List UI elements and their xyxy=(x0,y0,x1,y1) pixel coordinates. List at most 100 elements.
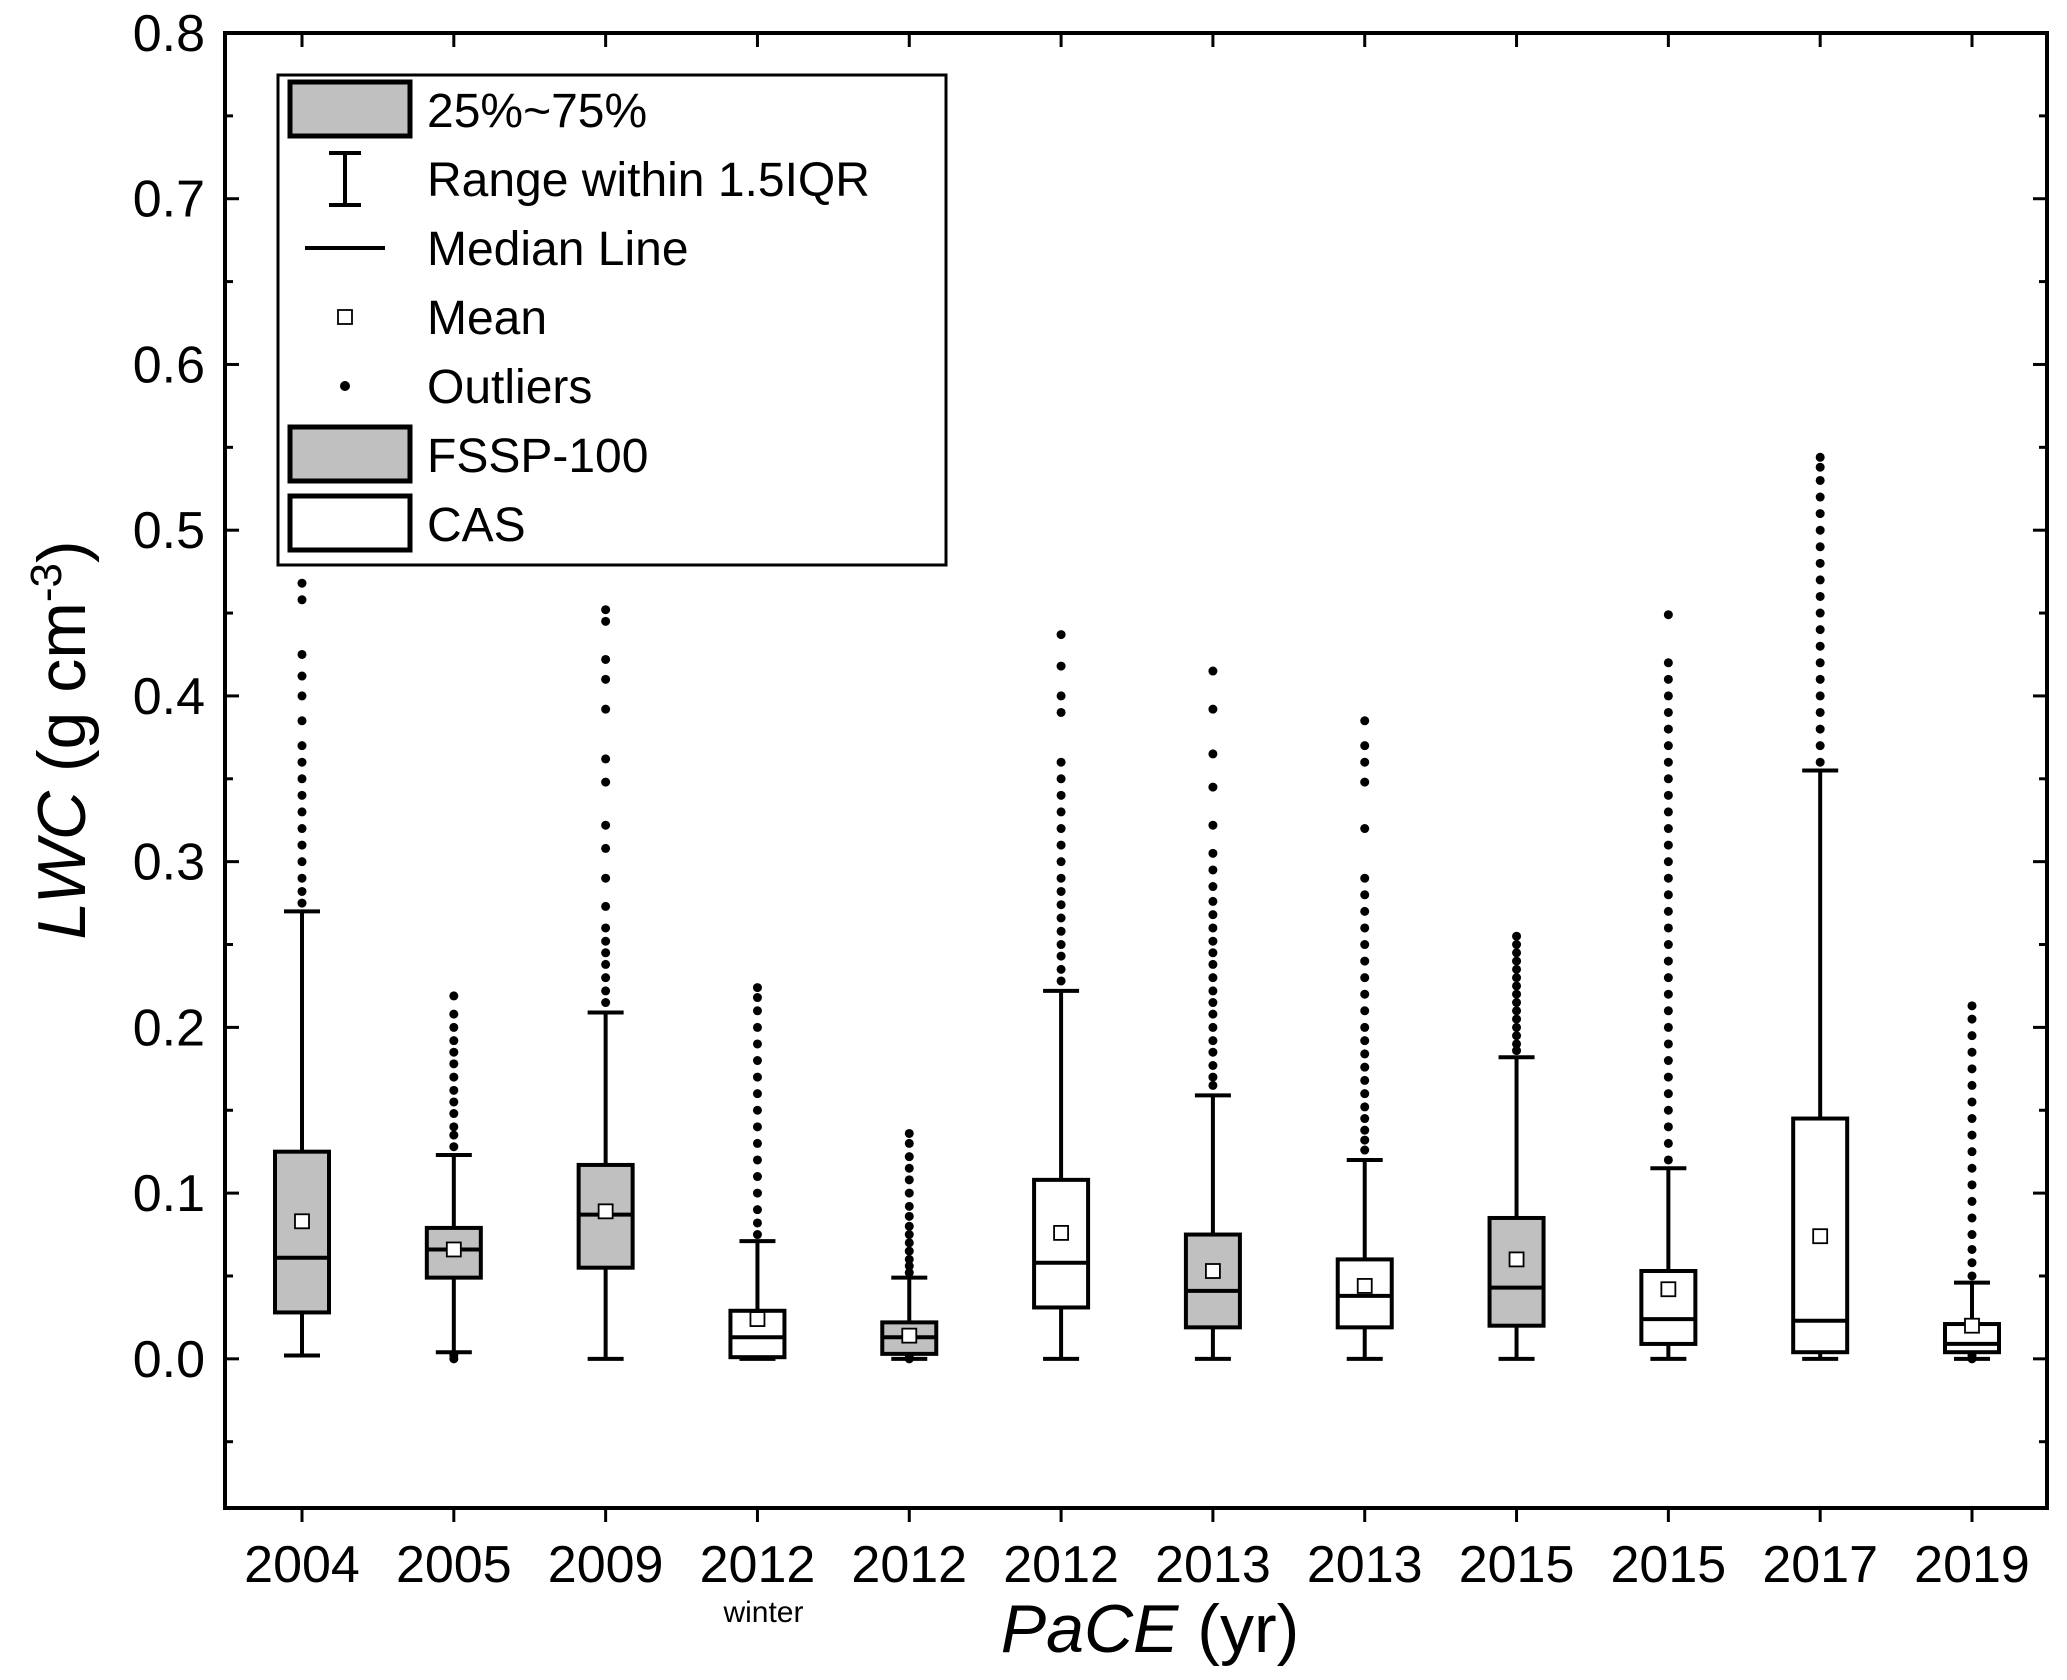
y-tick-label: 0.1 xyxy=(133,1165,205,1223)
outlier-point xyxy=(904,1246,914,1256)
x-tick-label: 2012 xyxy=(851,1536,967,1594)
mean-marker xyxy=(597,1203,614,1220)
outlier-point xyxy=(1967,1080,1977,1090)
outlier-point xyxy=(752,983,762,993)
outlier-point xyxy=(1663,1089,1673,1099)
outlier-point xyxy=(1208,948,1218,958)
outlier-point xyxy=(1663,923,1673,933)
outlier-point xyxy=(752,1006,762,1016)
outlier-point xyxy=(1360,1102,1370,1112)
x-axis-title-italic: PaCE xyxy=(1001,1591,1179,1667)
outlier-point xyxy=(601,923,611,933)
outlier-point xyxy=(601,777,611,787)
y-axis-title-close: ) xyxy=(24,540,100,563)
x-tick-sublabel: winter xyxy=(722,1596,803,1629)
outlier-point xyxy=(297,790,307,800)
outlier-point xyxy=(1967,1047,1977,1057)
outlier-point xyxy=(449,1097,459,1107)
outlier-point xyxy=(1815,707,1825,717)
outlier-point xyxy=(1208,1047,1218,1057)
outlier-point xyxy=(1056,824,1066,834)
outlier-point xyxy=(1512,964,1522,974)
outlier-point xyxy=(904,1268,914,1278)
outlier-point xyxy=(1360,956,1370,966)
outlier-point xyxy=(1360,824,1370,834)
outlier-point xyxy=(449,1130,459,1140)
outlier-point xyxy=(1967,1147,1977,1157)
box-group-4 xyxy=(880,1275,939,1361)
legend-label: Range within 1.5IQR xyxy=(427,154,870,207)
outlier-point xyxy=(904,1152,914,1162)
legend-swatch-mean xyxy=(337,309,353,325)
legend-swatch-box xyxy=(287,79,413,139)
outlier-point xyxy=(752,1072,762,1082)
outlier-point xyxy=(449,1085,459,1095)
outlier-point xyxy=(1663,857,1673,867)
outlier-point xyxy=(601,843,611,853)
outlier-point xyxy=(601,873,611,883)
outlier-point xyxy=(1663,940,1673,950)
mean-marker xyxy=(1205,1263,1221,1279)
outlier-point xyxy=(752,1022,762,1032)
outlier-point xyxy=(1967,1114,1977,1124)
outlier-point xyxy=(904,1254,914,1264)
box-iqr xyxy=(1032,1177,1091,1310)
x-tick-label: 2009 xyxy=(548,1536,664,1594)
outlier-point xyxy=(1815,542,1825,552)
outlier-point xyxy=(1512,940,1522,950)
outlier-point xyxy=(1056,873,1066,883)
box-group-2 xyxy=(576,1010,635,1361)
outlier-point xyxy=(1360,1145,1370,1155)
outlier-point xyxy=(1967,1097,1977,1107)
axes-layer: 0.0 0.1 0.2 0.3 0.4 0.5 0.6 0.7 0.8 2004 2005 2009 2… xyxy=(133,5,2049,1629)
outlier-point xyxy=(1208,749,1218,759)
outlier-point xyxy=(1056,661,1066,671)
outlier-point xyxy=(297,691,307,701)
outlier-point xyxy=(297,741,307,751)
outlier-point xyxy=(1815,525,1825,535)
outlier-point xyxy=(1815,591,1825,601)
outlier-point xyxy=(1208,1036,1218,1046)
outlier-point xyxy=(1663,890,1673,900)
outlier-point xyxy=(1208,704,1218,714)
y-tick-label: 0.5 xyxy=(133,502,205,560)
x-tick-label: 2004 xyxy=(244,1536,360,1594)
outlier-point xyxy=(1663,1122,1673,1132)
outlier-point xyxy=(449,1022,459,1032)
outlier-point xyxy=(297,873,307,883)
outlier-point xyxy=(601,948,611,958)
legend-item-3: Mean xyxy=(337,292,547,345)
outlier-point xyxy=(1056,774,1066,784)
box-group-10 xyxy=(1791,768,1850,1361)
outlier-point xyxy=(1208,936,1218,946)
outlier-point xyxy=(1056,900,1066,910)
outlier-point xyxy=(752,1205,762,1215)
outlier-point xyxy=(752,1122,762,1132)
outlier-point xyxy=(1360,1114,1370,1124)
outlier-point xyxy=(449,1009,459,1019)
y-axis-title-superscript: -3 xyxy=(22,563,71,602)
y-axis-title-unit: (g cm xyxy=(24,602,100,791)
outlier-point xyxy=(752,993,762,1003)
outlier-point xyxy=(752,1105,762,1115)
outlier-point xyxy=(1360,940,1370,950)
outlier-point xyxy=(1967,1271,1977,1281)
outlier-point xyxy=(297,898,307,908)
outlier-point xyxy=(1815,658,1825,668)
outlier-point xyxy=(1967,1163,1977,1173)
mean-marker xyxy=(1356,1278,1373,1294)
box-group-6 xyxy=(1183,1093,1242,1361)
outlier-point xyxy=(1663,873,1673,883)
outlier-point xyxy=(297,807,307,817)
box-group-11 xyxy=(1943,1280,2001,1361)
outlier-point xyxy=(449,991,459,1001)
outlier-point xyxy=(1663,1056,1673,1066)
outlier-point xyxy=(1663,724,1673,734)
outlier-point xyxy=(1360,757,1370,767)
box-group-5 xyxy=(1032,988,1091,1361)
outlier-point xyxy=(1512,948,1522,958)
box-group-3 xyxy=(728,1239,787,1361)
outlier-point xyxy=(1360,973,1370,983)
outlier-point xyxy=(1208,998,1218,1008)
outliers-layer xyxy=(297,452,1977,1364)
